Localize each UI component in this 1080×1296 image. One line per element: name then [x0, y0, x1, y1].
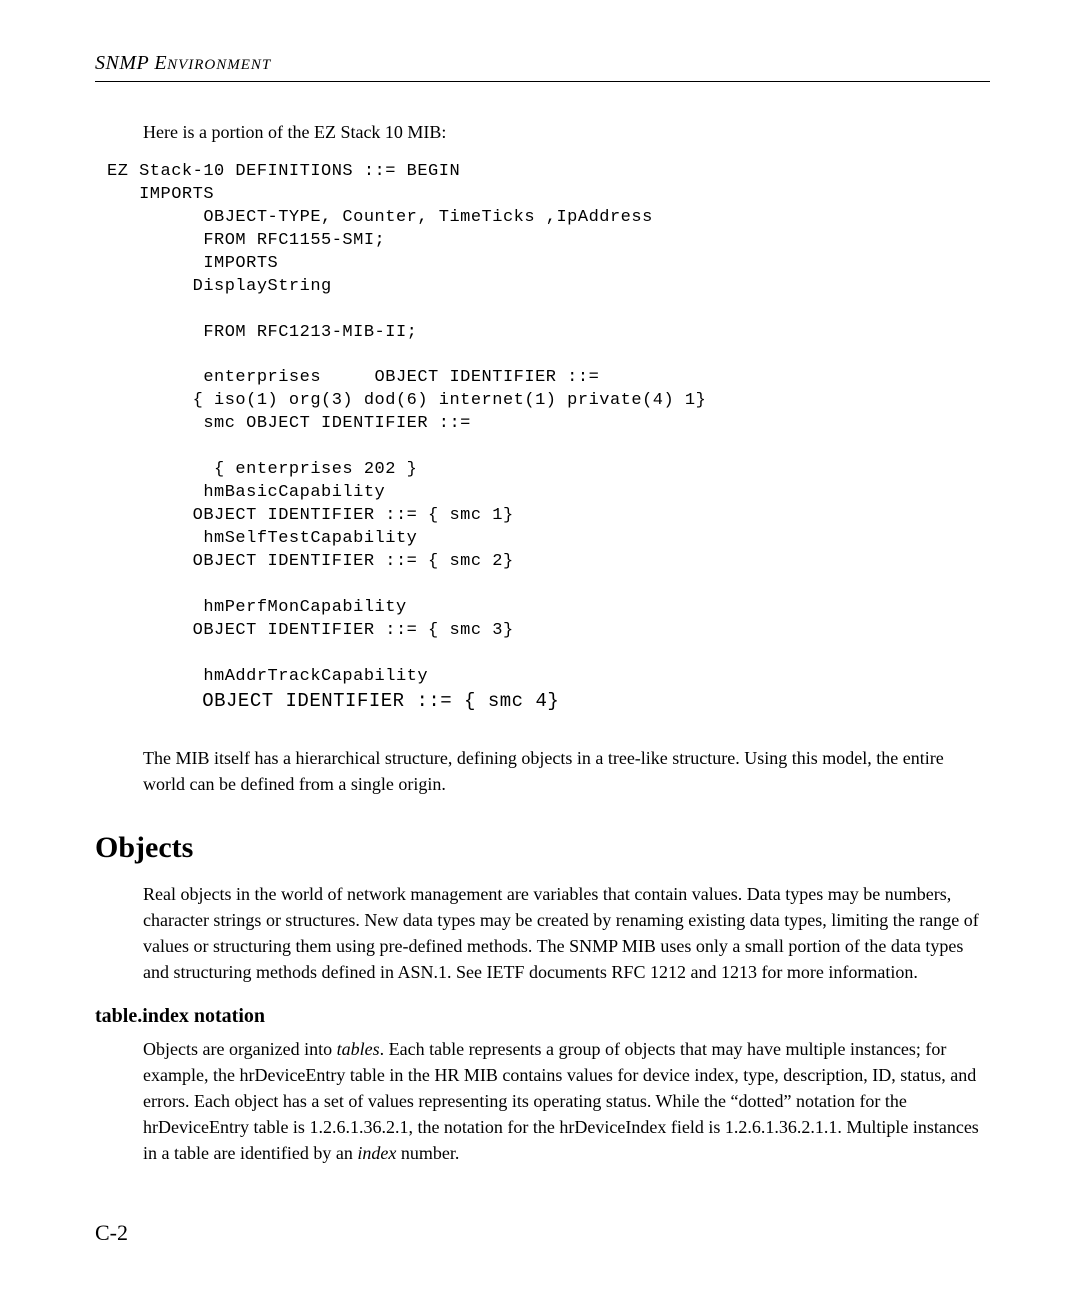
objects-heading: Objects	[95, 831, 990, 865]
code-line: hmPerfMonCapability	[107, 598, 407, 617]
code-line: { enterprises 202 }	[107, 460, 417, 479]
header-smallcaps: NVIRONMENT	[167, 57, 271, 73]
code-line: hmSelfTestCapability	[107, 529, 417, 548]
objects-para: Real objects in the world of network man…	[143, 881, 990, 985]
code-line: FROM RFC1213-MIB-II;	[107, 323, 417, 342]
code-line: IMPORTS	[107, 254, 278, 273]
code-line: hmAddrTrackCapability	[107, 667, 428, 686]
code-line: hmBasicCapability	[107, 483, 385, 502]
intro-text: Here is a portion of the EZ Stack 10 MIB…	[143, 122, 990, 143]
table-index-pre: Objects are organized into	[143, 1039, 337, 1059]
code-block: EZ Stack-10 DEFINITIONS ::= BEGIN IMPORT…	[107, 161, 990, 715]
code-line: OBJECT IDENTIFIER ::= { smc 2}	[107, 552, 514, 571]
index-italic: index	[357, 1143, 396, 1163]
code-line: FROM RFC1155-SMI;	[107, 231, 385, 250]
running-header: SNMP ENVIRONMENT	[95, 52, 990, 75]
table-index-post: number.	[396, 1143, 459, 1163]
code-line: OBJECT IDENTIFIER ::= { smc 4}	[107, 690, 559, 712]
code-line: IMPORTS	[107, 185, 214, 204]
tables-italic: tables	[337, 1039, 380, 1059]
page-number: C-2	[95, 1220, 128, 1246]
code-line: OBJECT IDENTIFIER ::= { smc 3}	[107, 621, 514, 640]
para-after-code: The MIB itself has a hierarchical struct…	[143, 745, 990, 797]
code-line: OBJECT IDENTIFIER ::= { smc 1}	[107, 506, 514, 525]
header-main: SNMP E	[95, 52, 167, 74]
code-line: { iso(1) org(3) dod(6) internet(1) priva…	[107, 391, 706, 410]
header-rule	[95, 81, 990, 82]
table-index-heading: table.index notation	[95, 1005, 990, 1028]
code-line: DisplayString	[107, 277, 332, 296]
code-line: enterprises OBJECT IDENTIFIER ::=	[107, 368, 599, 387]
table-index-para: Objects are organized into tables. Each …	[143, 1036, 990, 1166]
code-line: smc OBJECT IDENTIFIER ::=	[107, 414, 471, 433]
code-line: OBJECT-TYPE, Counter, TimeTicks ,IpAddre…	[107, 208, 653, 227]
code-line: EZ Stack-10 DEFINITIONS ::= BEGIN	[107, 162, 460, 181]
